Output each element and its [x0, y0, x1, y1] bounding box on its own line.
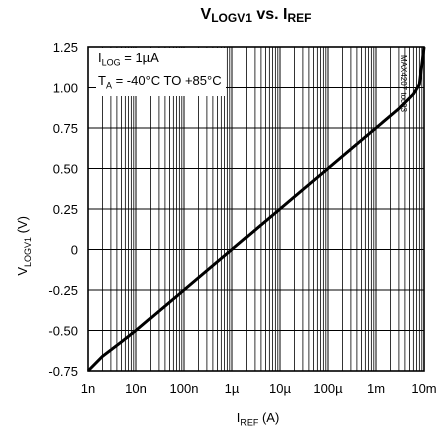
data-series [86, 46, 426, 373]
x-tick-label: 10µ [269, 381, 291, 396]
series-line [86, 46, 426, 373]
x-tick-label: 100µ [313, 381, 343, 396]
y-tick-label: 0 [71, 243, 78, 258]
y-tick-label: 0.75 [53, 121, 78, 136]
chart-title: VLOGV1 vs. IREF [200, 6, 312, 25]
y-tick-label: -0.25 [48, 283, 78, 298]
x-axis-label: IREF (A) [236, 410, 280, 428]
y-tick-label: -0.50 [48, 324, 78, 339]
x-tick-label: 10m [411, 381, 436, 396]
x-tick-label: 1n [81, 381, 95, 396]
y-tick-label: 1.25 [53, 40, 78, 55]
x-tick-label: 1m [367, 381, 385, 396]
x-tick-label: 10n [125, 381, 147, 396]
y-tick-label: 0.25 [53, 202, 78, 217]
x-tick-labels: 1n 10n 100n 1µ 10µ 100µ 1m 10m [81, 381, 437, 396]
grid [88, 47, 424, 371]
y-axis-label: VLOGV1 (V) [15, 215, 33, 276]
y-tick-label: 1.00 [53, 81, 78, 96]
y-tick-labels: -0.75 -0.50 -0.25 0 0.25 0.50 0.75 1.00 1.25 [48, 40, 78, 379]
x-tick-label: 1µ [225, 381, 240, 396]
legend-line-2: TA = -40°C TO +85°C [98, 72, 222, 91]
x-tick-label: 100n [170, 381, 199, 396]
y-tick-label: -0.75 [48, 364, 78, 379]
plot-frame [87, 46, 425, 372]
legend: ILOG = 1µA TA = -40°C TO +85°C [96, 48, 226, 97]
legend-line-1: ILOG = 1µA [98, 50, 159, 68]
y-tick-label: 0.50 [53, 162, 78, 177]
figure-code: MAX4207 toc03 [399, 55, 408, 112]
